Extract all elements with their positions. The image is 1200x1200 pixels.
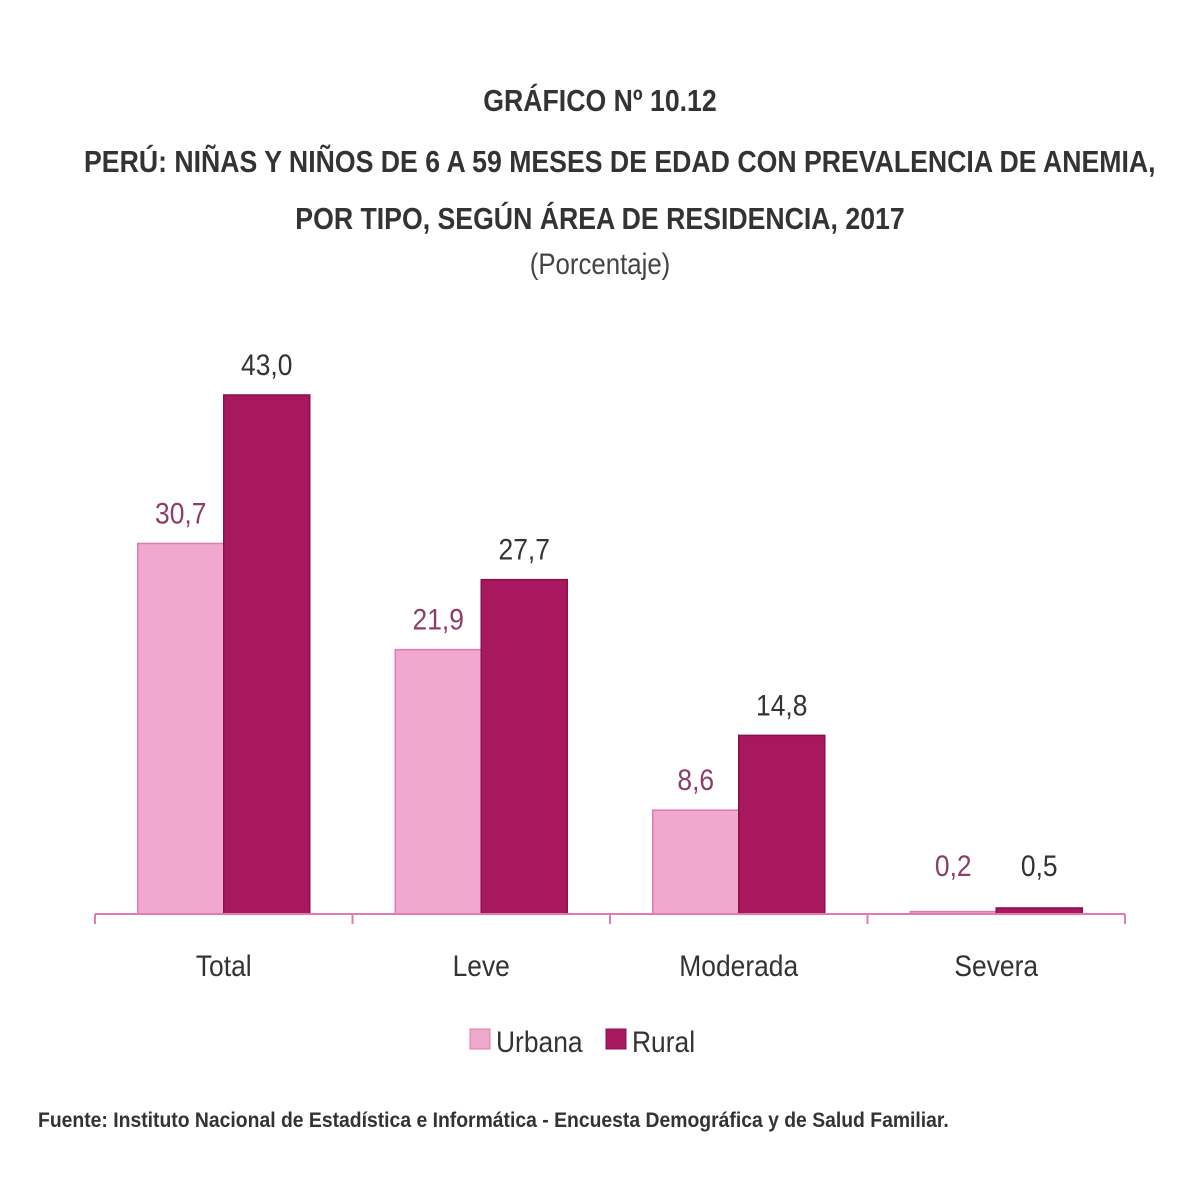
data-label-rural-total: 43,0: [241, 347, 292, 381]
chart-subtitle: (Porcentaje): [529, 248, 671, 281]
chart-title-line1: GRÁFICO Nº 10.12: [483, 83, 717, 118]
bar-chart: 30,7 43,0 Total 21,9 27,7 Leve 8,6 14,8 Moderada…: [94, 347, 1126, 1058]
data-label-urbana-leve: 21,9: [413, 602, 464, 636]
data-label-rural-moderada: 14,8: [756, 688, 807, 722]
bar-urbana-moderada: [652, 809, 740, 915]
bar-urbana-total: [137, 542, 225, 915]
legend-swatch-urbana: [469, 1028, 491, 1050]
x-tick-label-severa: Severa: [954, 948, 1038, 982]
data-label-urbana-total: 30,7: [155, 496, 206, 530]
bar-urbana-leve: [394, 648, 482, 915]
data-label-urbana-moderada: 8,6: [677, 763, 714, 797]
source-note: Fuente: Instituto Nacional de Estadístic…: [38, 1108, 949, 1132]
bar-rural-leve: [480, 578, 568, 915]
legend-label-urbana: Urbana: [496, 1024, 583, 1058]
data-label-rural-leve: 27,7: [499, 532, 550, 566]
legend-label-rural: Rural: [632, 1024, 695, 1058]
x-tick-label-moderada: Moderada: [679, 948, 798, 982]
data-label-rural-severa: 0,5: [1021, 848, 1058, 882]
x-tick-label-leve: Leve: [453, 948, 510, 982]
x-tick-label-total: Total: [196, 948, 252, 982]
chart-title-block: GRÁFICO Nº 10.12 PERÚ: NIÑAS Y NIÑOS DE …: [0, 72, 1200, 286]
bar-rural-moderada: [738, 734, 826, 915]
legend-swatch-rural: [605, 1028, 627, 1050]
chart-title-line2: PERÚ: NIÑAS Y NIÑOS DE 6 A 59 MESES DE E…: [84, 144, 1156, 179]
bar-rural-total: [223, 394, 311, 915]
chart-title-line3: POR TIPO, SEGÚN ÁREA DE RESIDENCIA, 2017: [295, 201, 905, 236]
data-label-urbana-severa: 0,2: [935, 848, 972, 882]
